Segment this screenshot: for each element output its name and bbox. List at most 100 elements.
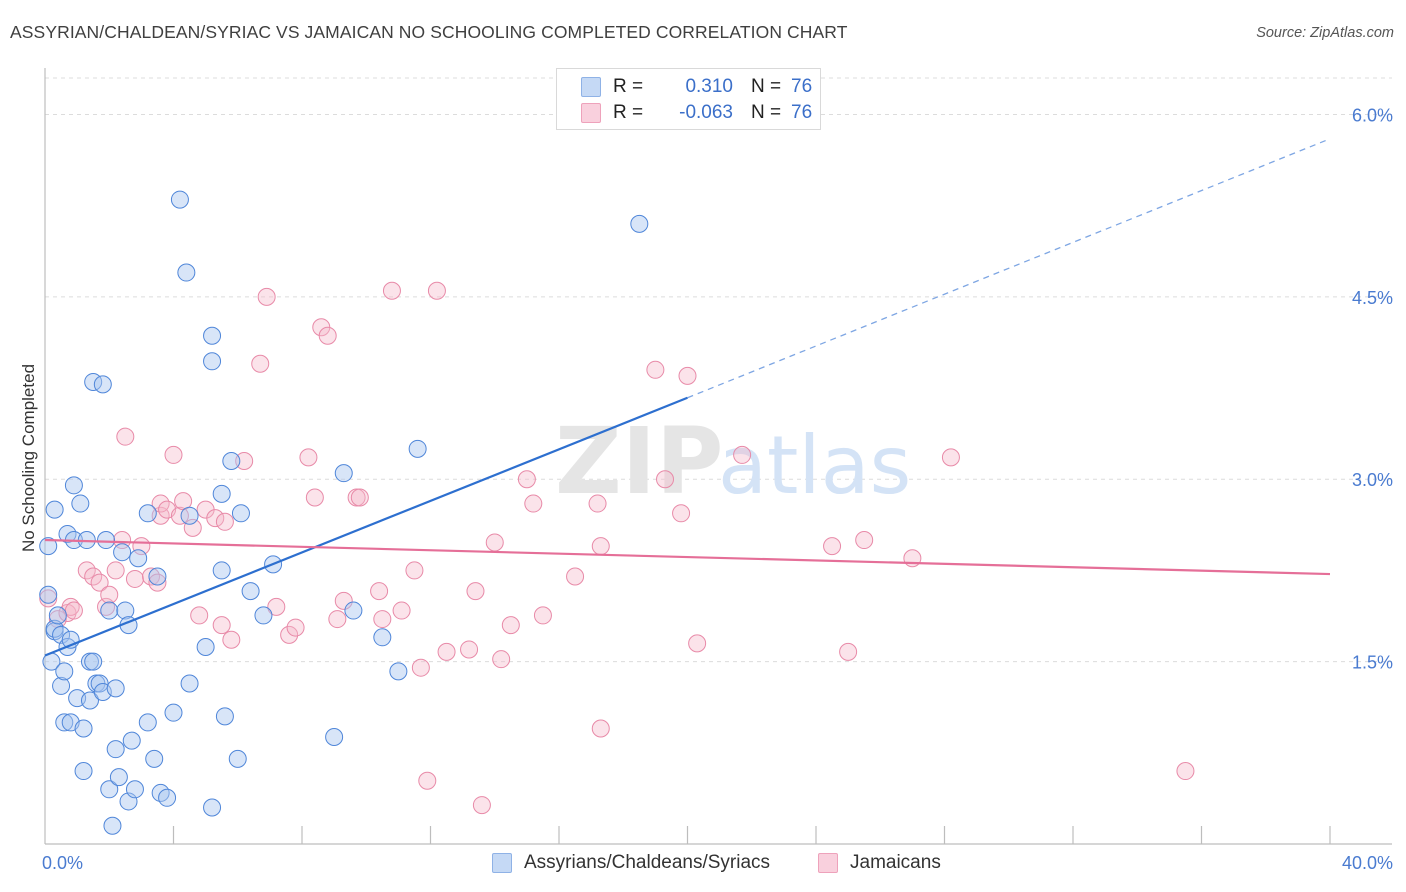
point-jamaicans — [588, 494, 607, 513]
point-jamaicans — [267, 597, 286, 616]
point-assyrians — [125, 780, 144, 799]
point-assyrians — [84, 652, 103, 671]
point-assyrians — [344, 601, 363, 620]
point-jamaicans — [61, 597, 80, 616]
point-jamaicans — [328, 610, 347, 629]
point-assyrians — [39, 585, 58, 604]
point-jamaicans — [206, 509, 225, 528]
point-assyrians — [138, 713, 157, 732]
point-jamaicans — [257, 287, 276, 306]
source-note: Source: ZipAtlas.com — [1256, 25, 1394, 41]
point-assyrians — [97, 531, 116, 550]
point-jamaicans — [591, 719, 610, 738]
point-jamaicans — [823, 537, 842, 556]
point-assyrians — [100, 780, 119, 799]
point-assyrians — [630, 214, 649, 233]
point-jamaicans — [164, 445, 183, 464]
series-swatch-blue — [492, 853, 512, 873]
point-assyrians — [254, 606, 273, 625]
chart-title: ASSYRIAN/CHALDEAN/SYRIAC VS JAMAICAN NO … — [10, 22, 848, 42]
point-assyrians — [196, 638, 215, 657]
point-assyrians — [164, 703, 183, 722]
point-jamaicans — [678, 366, 697, 385]
point-assyrians — [64, 476, 83, 495]
point-jamaicans — [733, 445, 752, 464]
legend-n-label: N = — [751, 76, 782, 97]
point-assyrians — [180, 506, 199, 525]
point-jamaicans — [688, 634, 707, 653]
watermark-atlas: atlas — [718, 419, 911, 512]
point-jamaicans — [839, 642, 858, 661]
point-assyrians — [222, 452, 241, 470]
point-assyrians — [116, 601, 135, 620]
y-tick-label: 6.0% — [1352, 105, 1393, 125]
point-jamaicans — [215, 512, 234, 531]
correlation-legend: R = 0.310 N = 76 R = -0.063 N = 76 — [556, 68, 821, 130]
point-jamaicans — [97, 597, 116, 616]
x-tick-label: 40.0% — [1342, 853, 1393, 873]
point-jamaicans — [427, 281, 446, 300]
point-assyrians — [103, 816, 122, 835]
legend-r-label: R = — [613, 102, 644, 123]
series-assyrians — [39, 190, 649, 835]
point-jamaicans — [501, 616, 520, 635]
point-assyrians — [389, 662, 408, 681]
point-jamaicans — [170, 506, 189, 525]
point-jamaicans — [235, 452, 254, 470]
trend-lines — [44, 138, 1331, 657]
legend-row-pink: R = -0.063 N = 76 — [581, 101, 812, 125]
point-assyrians — [212, 484, 231, 503]
point-jamaicans — [148, 573, 167, 592]
point-assyrians — [48, 606, 67, 625]
point-assyrians — [203, 798, 222, 817]
watermark: ZIP atlas — [555, 408, 911, 515]
point-assyrians — [373, 628, 392, 647]
point-jamaicans — [212, 616, 231, 635]
point-jamaicans — [941, 448, 960, 467]
point-assyrians — [231, 504, 250, 523]
y-tick-label: 1.5% — [1352, 653, 1393, 673]
point-assyrians — [74, 762, 93, 781]
point-jamaicans — [591, 537, 610, 556]
point-jamaicans — [370, 582, 389, 601]
point-jamaicans — [392, 601, 411, 620]
point-jamaicans — [222, 630, 241, 649]
point-jamaicans — [492, 650, 511, 669]
series-swatch-pink — [818, 853, 838, 873]
point-assyrians — [106, 740, 125, 759]
axes — [44, 68, 1392, 845]
point-jamaicans — [646, 360, 665, 379]
legend-swatch-blue — [581, 77, 601, 97]
point-assyrians — [122, 731, 141, 750]
point-jamaicans — [533, 606, 552, 625]
legend-r-value: -0.063 — [679, 102, 733, 123]
point-jamaicans — [251, 354, 270, 373]
point-assyrians — [55, 713, 74, 732]
legend-row-blue: R = 0.310 N = 76 — [581, 75, 812, 99]
point-assyrians — [177, 263, 196, 282]
point-jamaicans — [350, 488, 369, 507]
point-assyrians — [93, 375, 112, 394]
point-jamaicans — [90, 573, 109, 592]
point-assyrians — [52, 676, 71, 695]
series-legend-label: Jamaicans — [850, 852, 941, 873]
point-assyrians — [145, 749, 164, 768]
point-jamaicans — [116, 427, 135, 446]
point-assyrians — [80, 691, 99, 710]
point-assyrians — [212, 561, 231, 580]
point-jamaicans — [485, 533, 504, 552]
legend-r-label: R = — [613, 76, 644, 97]
series-legend: Assyrians/Chaldeans/Syriacs Jamaicans — [0, 852, 1406, 878]
point-assyrians — [129, 549, 148, 568]
point-jamaicans — [672, 504, 691, 523]
point-jamaicans — [411, 658, 430, 677]
trend-line-assyrians-extension — [687, 138, 1331, 399]
point-assyrians — [113, 543, 132, 562]
point-assyrians — [325, 728, 344, 747]
legend-r-value: 0.310 — [685, 76, 733, 97]
point-jamaicans — [183, 518, 202, 537]
point-jamaicans — [280, 625, 299, 644]
point-jamaicans — [460, 640, 479, 659]
point-assyrians — [334, 464, 353, 483]
